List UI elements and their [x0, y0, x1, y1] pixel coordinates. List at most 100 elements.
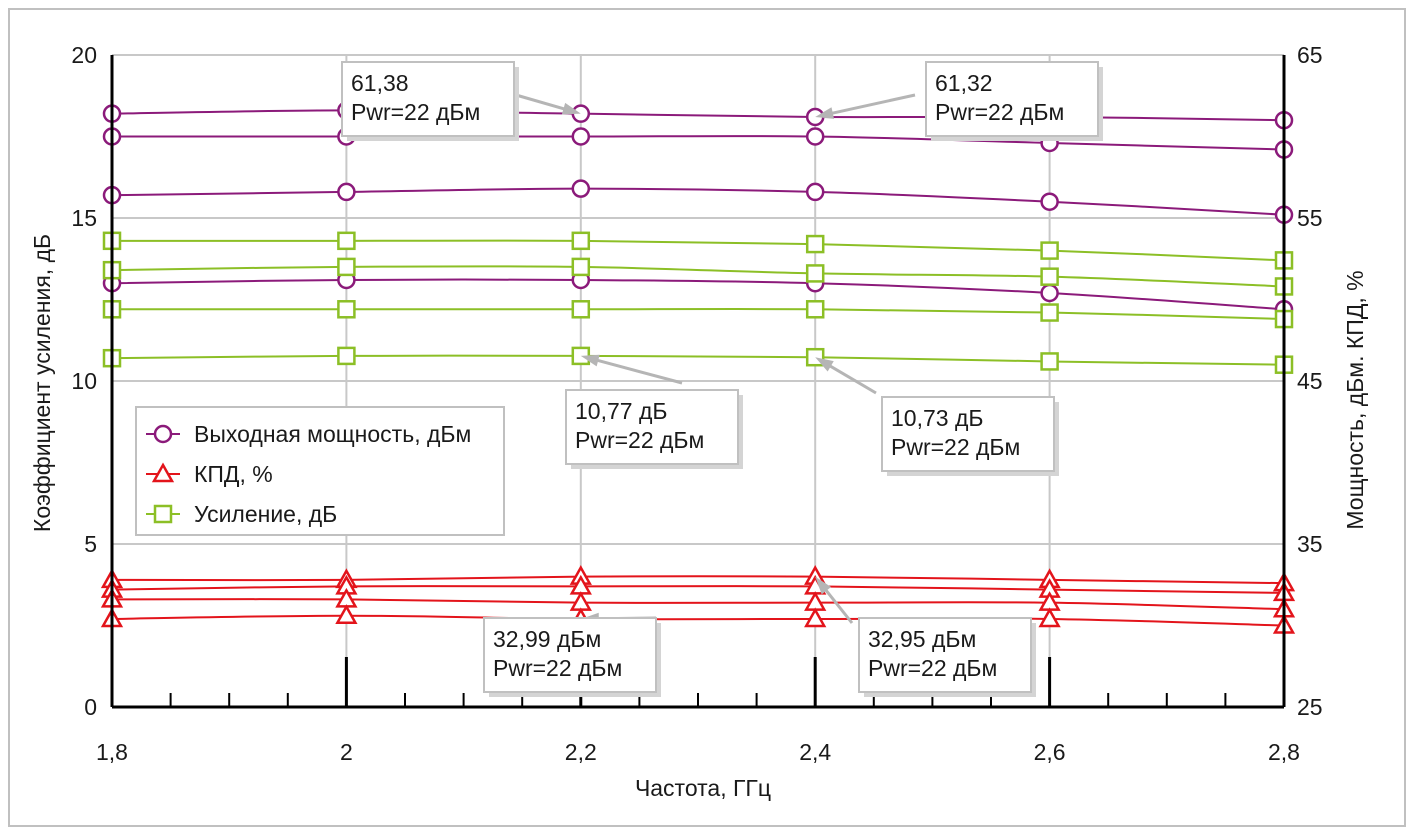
y-right-tick-label: 25 [1297, 694, 1323, 720]
y-left-tick-label: 20 [71, 42, 97, 68]
annotations: 61,38 Pwr=22 дБм 61,32 Pwr=22 дБм 10,77 дБ Pw… [341, 61, 1103, 697]
x-tick-label: 2,4 [799, 739, 831, 765]
legend-label: Усиление, дБ [194, 501, 337, 527]
callout-text: 61,32 [935, 70, 993, 96]
callout: 61,38 Pwr=22 дБм [341, 61, 581, 141]
data-point-power [571, 127, 591, 146]
data-point-power [805, 182, 825, 202]
data-point-power [805, 127, 825, 146]
y-left-tick-label: 0 [84, 694, 97, 720]
legend-item-gain: Усиление, дБ [146, 501, 337, 527]
callout: 61,32 Pwr=22 дБм [815, 61, 1103, 141]
y-left-tick-label: 15 [71, 205, 97, 231]
callout-text: Pwr=22 дБм [351, 99, 480, 125]
callout-arrow [590, 357, 683, 385]
data-point-gain [805, 264, 825, 283]
series-line-gain [111, 265, 1285, 288]
legend-item-power: Выходная мощность, дБм [146, 421, 471, 447]
series-line-gain [111, 354, 1285, 366]
y-axis-label-right: Мощность, дБм. КПД, % [1342, 270, 1368, 529]
data-point-gain [571, 231, 591, 251]
data-point-efficiency [804, 607, 827, 628]
series-power [102, 179, 1294, 224]
y-left-tick-label: 10 [71, 368, 97, 394]
data-point-power [337, 182, 356, 202]
x-tick-label: 1,8 [96, 739, 128, 765]
callout: 32,99 дБм Pwr=22 дБм [483, 612, 661, 697]
legend-label: КПД, % [194, 461, 273, 487]
data-point-gain [337, 346, 356, 366]
callout-box [341, 61, 515, 137]
callout-box [881, 396, 1055, 472]
callout-text: Pwr=22 дБм [575, 427, 704, 453]
legend-item-efficiency: КПД, % [146, 461, 273, 487]
series-line-efficiency [111, 598, 1285, 611]
series-line-power [111, 187, 1285, 216]
callout-arrow [515, 93, 572, 113]
legend-label: Выходная мощность, дБм [194, 421, 471, 447]
legend-marker-square [153, 504, 173, 524]
data-point-power [571, 179, 591, 198]
data-point-power [1040, 192, 1059, 211]
x-tick-label: 2 [340, 739, 353, 765]
data-point-gain [337, 231, 356, 251]
data-point-power [1040, 283, 1059, 303]
data-point-gain [805, 234, 825, 254]
axes: 1,8 2 2,2 2,4 2,6 2,8 0 5 10 15 20 25 35 45 55 65 [71, 42, 1322, 765]
y-right-tick-label: 35 [1297, 531, 1323, 557]
x-tick-label: 2,2 [565, 739, 597, 765]
series-group [100, 101, 1296, 634]
series-line-efficiency [111, 585, 1285, 594]
y-right-tick-label: 55 [1297, 205, 1323, 231]
callout-text: 32,99 дБм [493, 626, 601, 652]
callout-arrowhead [561, 102, 581, 115]
x-axis-label: Частота, ГГц [635, 775, 771, 801]
series-line-efficiency [111, 614, 1285, 627]
data-point-efficiency [335, 604, 358, 624]
callout-text: 32,95 дБм [868, 626, 976, 652]
legend-marker-triangle [151, 462, 175, 483]
legend: Выходная мощность, дБм КПД, % Усиление, дБ [135, 406, 505, 536]
data-point-gain [1040, 303, 1059, 322]
callout-arrow [820, 583, 854, 624]
callout-arrow [824, 93, 916, 117]
callout-arrow [823, 360, 877, 395]
data-point-gain [337, 257, 356, 277]
series-efficiency [100, 574, 1296, 602]
data-point-gain [571, 300, 591, 319]
x-tick-label: 2,8 [1268, 739, 1300, 765]
legend-box [135, 406, 505, 536]
callout-text: 10,73 дБ [891, 405, 983, 431]
y-left-tick-label: 5 [84, 531, 97, 557]
callout-arrowhead [815, 357, 834, 372]
y-axis-label-left: Коэффициент усиления, дБ [29, 234, 55, 532]
data-point-gain [1040, 267, 1059, 286]
data-point-gain [1040, 241, 1059, 260]
callout-text: 10,77 дБ [575, 398, 667, 424]
callout-arrowhead [815, 576, 832, 595]
callout-box [483, 617, 657, 693]
callout-box [565, 389, 739, 465]
data-point-gain [805, 300, 825, 319]
series-gain [102, 300, 1294, 329]
callout-arrowhead [815, 107, 835, 119]
y-right-tick-label: 65 [1297, 42, 1323, 68]
callout-text: Pwr=22 дБм [891, 434, 1020, 460]
series-line-power [112, 135, 1285, 151]
callout: 10,77 дБ Pwr=22 дБм [565, 354, 743, 469]
callout-text: Pwr=22 дБм [935, 99, 1064, 125]
legend-marker-circle [153, 424, 173, 444]
x-tick-label: 2,6 [1034, 739, 1066, 765]
callout-box [858, 617, 1032, 693]
callout-text: 61,38 [351, 70, 409, 96]
series-line-gain [111, 239, 1285, 262]
callout-box [925, 61, 1099, 137]
data-point-efficiency [1038, 607, 1061, 628]
y-right-tick-label: 45 [1297, 368, 1323, 394]
series-line-gain [112, 308, 1285, 321]
callout-arrowhead [580, 354, 600, 367]
callout: 10,73 дБ Pwr=22 дБм [815, 357, 1059, 476]
data-point-gain [571, 257, 591, 277]
series-line-efficiency [111, 575, 1285, 585]
